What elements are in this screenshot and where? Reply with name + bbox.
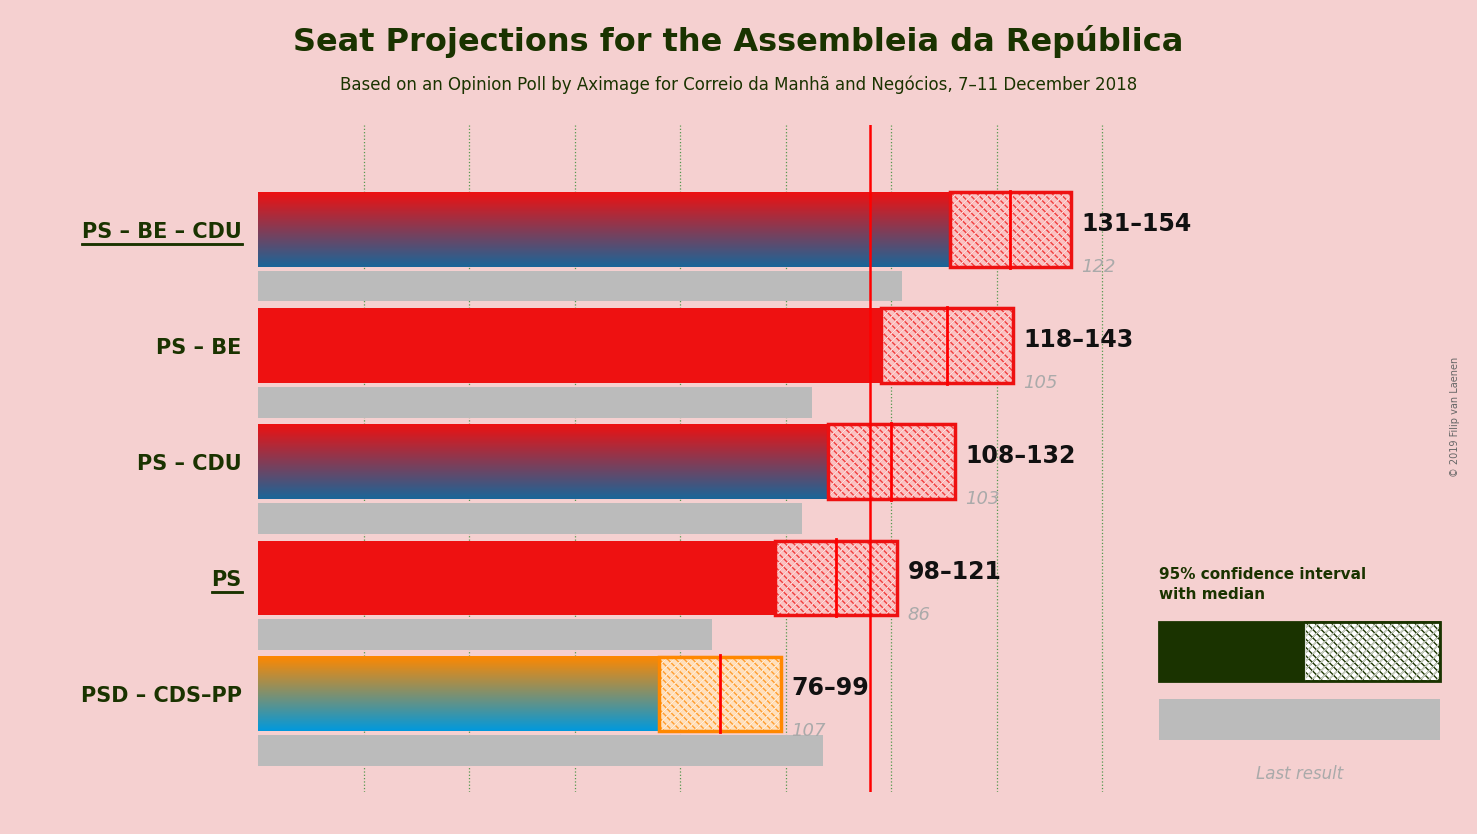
Bar (258, 736, 823, 766)
Bar (829, 425, 954, 499)
Bar (258, 387, 812, 418)
Bar (258, 540, 897, 615)
Bar (258, 504, 802, 534)
Text: Based on an Opinion Poll by Aximage for Correio da Manhã and Negócios, 7–11 Dece: Based on an Opinion Poll by Aximage for … (340, 75, 1137, 93)
Text: Last result: Last result (1255, 766, 1344, 783)
Bar (1159, 622, 1440, 681)
Text: 103: 103 (966, 490, 1000, 508)
Bar (829, 425, 954, 499)
Bar (880, 309, 1013, 383)
Bar (659, 656, 781, 731)
Bar (258, 620, 712, 650)
Bar (829, 425, 954, 499)
Bar (880, 309, 1013, 383)
Text: Seat Projections for the Assembleia da República: Seat Projections for the Assembleia da R… (294, 25, 1183, 58)
Text: 86: 86 (907, 605, 931, 624)
Bar (829, 425, 954, 499)
Text: 107: 107 (792, 721, 826, 740)
Bar (659, 656, 781, 731)
Bar (950, 193, 1071, 267)
Bar (880, 309, 1013, 383)
Bar (659, 656, 781, 731)
Bar (1159, 622, 1306, 681)
Bar (775, 540, 897, 615)
Text: 131–154: 131–154 (1081, 212, 1192, 236)
Bar (258, 309, 1013, 383)
Text: 122: 122 (1081, 258, 1117, 276)
Text: 98–121: 98–121 (907, 560, 1001, 584)
Bar (880, 309, 1013, 383)
Text: 108–132: 108–132 (966, 444, 1075, 468)
Text: 105: 105 (1024, 374, 1058, 392)
Bar (775, 540, 897, 615)
Bar (659, 656, 781, 731)
Bar (950, 193, 1071, 267)
Bar (1159, 699, 1440, 740)
Bar (1306, 622, 1440, 681)
Text: 95% confidence interval
with median: 95% confidence interval with median (1159, 567, 1366, 602)
Bar (950, 193, 1071, 267)
Bar (258, 271, 902, 301)
Text: 118–143: 118–143 (1024, 328, 1134, 352)
Bar (1306, 622, 1440, 681)
Text: 76–99: 76–99 (792, 676, 868, 700)
Bar (775, 540, 897, 615)
Bar (775, 540, 897, 615)
Bar (950, 193, 1071, 267)
Text: © 2019 Filip van Laenen: © 2019 Filip van Laenen (1450, 357, 1459, 477)
